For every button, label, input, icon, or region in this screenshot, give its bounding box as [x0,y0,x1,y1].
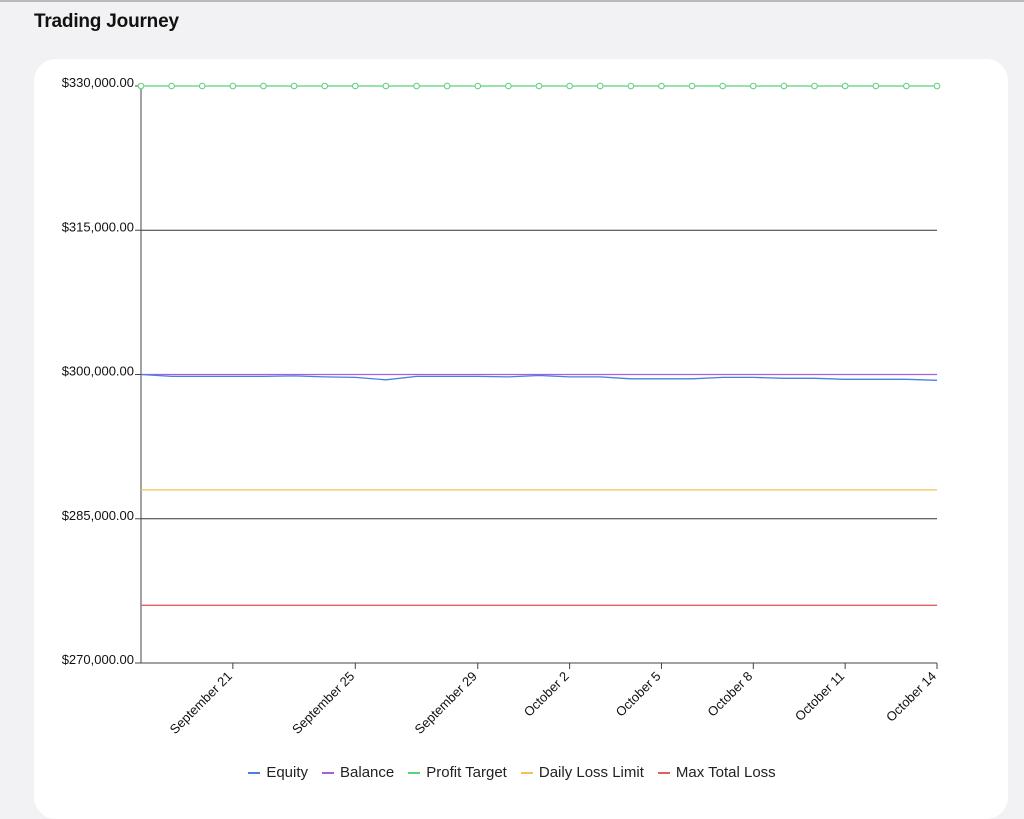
point-profit-target [382,82,390,90]
point-profit-target [658,82,665,90]
x-tick-label: September 25 [289,669,357,737]
point-profit-target [872,82,880,90]
series-line-equity [140,373,938,381]
point-profit-target [811,82,818,90]
top-divider [0,0,1024,2]
series-layer [137,82,941,606]
point-profit-target [903,82,910,90]
point-profit-target [443,82,451,90]
label-layer: $330,000.00 $315,000.00 $300,000.00 $285,00… [62,75,939,737]
x-tick-label: September 29 [412,669,480,737]
legend-item-max-total-loss[interactable]: Max Total Loss [657,764,776,781]
x-tick-label: October 8 [704,669,755,720]
point-profit-target [229,82,237,90]
legend-item-profit-target[interactable]: Profit Target [408,764,507,781]
axis-layer [135,85,938,669]
y-tick-label: $315,000.00 [62,219,134,234]
trading-journey-chart: $330,000.00 $315,000.00 $300,000.00 $285,00… [62,75,941,737]
point-profit-target [933,82,941,90]
legend-label: Balance [340,764,395,781]
point-profit-target [688,82,696,90]
x-tick-label: October 2 [521,669,572,720]
point-profit-target [535,82,543,90]
legend-label: Equity [266,764,309,781]
point-profit-target [505,82,512,90]
legend-swatch [322,771,335,774]
point-profit-target [352,82,359,90]
point-profit-target [780,82,788,90]
point-profit-target [841,82,849,90]
legend-label: Max Total Loss [675,764,776,781]
x-tick-label: September 21 [167,669,235,737]
x-tick-label: October 5 [613,669,664,720]
point-profit-target [168,82,175,90]
legend-label: Profit Target [426,764,507,781]
y-tick-label: $270,000.00 [62,652,134,667]
point-profit-target [750,82,757,90]
point-profit-target [596,82,604,90]
legend-item-daily-loss-limit[interactable]: Daily Loss Limit [520,764,644,781]
legend: Equity Balance Profit Target Daily Loss Lim… [0,764,1024,781]
point-profit-target [413,82,420,90]
point-profit-target [137,82,145,90]
y-tick-label: $300,000.00 [62,364,134,379]
y-tick-label: $330,000.00 [62,75,134,90]
point-profit-target [260,82,267,90]
x-tick-label: October 14 [883,669,939,725]
legend-swatch [248,771,261,774]
x-tick-label: October 11 [792,669,847,724]
legend-label: Daily Loss Limit [538,764,644,781]
point-profit-target [719,82,726,90]
point-profit-target [566,82,573,90]
y-tick-label: $285,000.00 [62,508,134,523]
point-profit-target [321,82,328,90]
legend-item-balance[interactable]: Balance [322,764,394,781]
point-profit-target [627,82,635,90]
page-title: Trading Journey [34,11,179,32]
point-profit-target [474,82,482,90]
legend-item-equity[interactable]: Equity [248,764,308,781]
legend-swatch [657,771,670,774]
point-profit-target [198,82,206,90]
grid-layer [141,229,937,520]
legend-swatch [520,771,533,774]
legend-swatch [408,771,421,774]
chart-card [34,59,1008,819]
point-profit-target [290,82,298,90]
